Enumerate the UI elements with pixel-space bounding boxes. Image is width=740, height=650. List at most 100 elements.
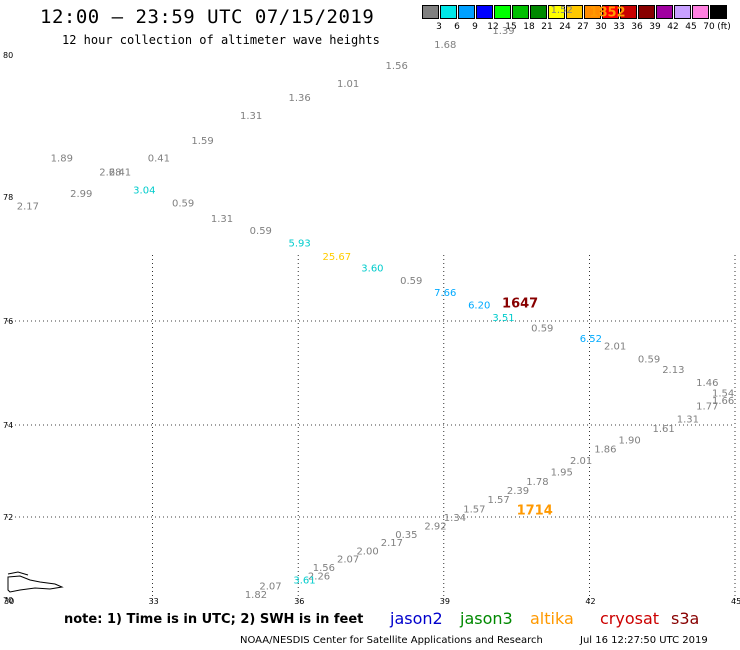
observation-time-label: 1714 (517, 504, 553, 519)
wave-height-label: 1.78 (526, 477, 548, 488)
colorbar-label: 70 (703, 22, 715, 32)
colorbar-label: 15 (505, 22, 517, 32)
wave-height-label: 2.92 (424, 521, 446, 532)
wave-height-label: 1.61 (652, 424, 674, 435)
wave-height-label: 1.56 (386, 61, 408, 72)
colorbar-cell (566, 5, 583, 19)
wave-height-label: 2.26 (308, 571, 330, 582)
longitude-tick-label: 42 (585, 597, 595, 605)
wave-height-label: 1.56 (313, 563, 335, 574)
wave-height-label: 1.59 (191, 136, 213, 147)
wave-height-label: 1.36 (288, 93, 310, 104)
wave-height-label: 0.59 (638, 355, 660, 366)
wave-height-label: 1.86 (594, 445, 616, 456)
colorbar-cell (674, 5, 691, 19)
colorbar-label: 27 (577, 22, 589, 32)
wave-height-label: 1.66 (712, 396, 734, 407)
wave-height-label: 0.59 (531, 323, 553, 334)
wave-height-label: 1.46 (696, 378, 718, 389)
satellite-legend-altika: altika (530, 609, 574, 628)
colorbar-unit: (ft) (717, 22, 731, 32)
wave-height-label: 0.35 (395, 530, 417, 541)
latitude-tick-label: 72 (3, 513, 13, 522)
colorbar-label: 21 (541, 22, 553, 32)
wave-height-label: 1.77 (696, 401, 718, 412)
colorbar-label: 3 (436, 22, 442, 32)
wave-height-label: 0.59 (250, 226, 272, 237)
wave-height-label: 1.39 (492, 26, 514, 37)
colorbar-label: 12 (487, 22, 499, 32)
wave-height-label: 0.59 (400, 276, 422, 287)
latitude-tick-label: 74 (3, 421, 13, 430)
colorbar-cell (548, 5, 565, 19)
note-text: note: 1) Time is in UTC; 2) SWH is in fe… (64, 612, 364, 627)
wave-height-label: 6.20 (468, 301, 490, 312)
wave-height-label: 2.01 (570, 456, 592, 467)
colorbar-cell (620, 5, 637, 19)
wave-height-label: 1.31 (240, 111, 262, 122)
coastline-shape (7, 575, 64, 593)
longitude-tick-label: 36 (294, 597, 304, 605)
wave-height-label: 3.61 (293, 575, 315, 586)
colorbar-cell (710, 5, 727, 19)
colorbar-label: 36 (631, 22, 643, 32)
wave-height-label: 1.82 (245, 590, 267, 601)
latitude-tick-label: 80 (3, 51, 13, 60)
wave-height-label: 1.90 (619, 435, 641, 446)
longitude-tick-label: 30 (4, 597, 14, 605)
colorbar-label: 33 (613, 22, 625, 32)
colorbar-label: 24 (559, 22, 571, 32)
latitude-tick-label: 78 (3, 193, 13, 202)
wave-height-label: 1.34 (444, 513, 466, 524)
colorbar-cell (602, 5, 619, 19)
wave-height-label: 2.07 (259, 582, 281, 593)
wave-height-label: 2.00 (356, 546, 378, 557)
wave-height-label: 3.04 (133, 185, 155, 196)
colorbar-label: 18 (523, 22, 535, 32)
wave-height-label: 6.52 (580, 334, 602, 345)
wave-height-label: 1.54 (712, 388, 734, 399)
page-title: 12:00 — 23:59 UTC 07/15/2019 (40, 6, 375, 28)
wave-height-label: 1.52 (551, 5, 573, 16)
colorbar-cell (656, 5, 673, 19)
wave-height-label: 1.57 (463, 504, 485, 515)
wave-height-label: 1.95 (551, 468, 573, 479)
colorbar-cell (476, 5, 493, 19)
wave-height-label: 2.39 (507, 486, 529, 497)
wave-height-label: 2.13 (662, 365, 684, 376)
map-grid (7, 255, 736, 600)
colorbar-cell (494, 5, 511, 19)
wave-height-label: 1.31 (211, 214, 233, 225)
wave-height-label: 0.77 (609, 0, 631, 2)
observation-points: 2.17 1.89 2.99 2.682.413.04 0.41 0.59 1.59 1.31… (17, 0, 735, 601)
wave-height-label: 2.41 (109, 168, 131, 179)
wave-height-label: 3.60 (361, 263, 383, 274)
footer-timestamp: Jul 16 12:27:50 UTC 2019 (580, 635, 708, 646)
colorbar-label: 42 (667, 22, 679, 32)
wave-height-label: 2.07 (337, 555, 359, 566)
wave-height-label: 1.89 (51, 154, 73, 165)
footer-credit: NOAA/NESDIS Center for Satellite Applica… (240, 635, 543, 646)
satellite-legend-cryosat: cryosat (600, 609, 660, 628)
latitude-tick-label: 70 (3, 596, 13, 605)
wave-height-label: 0.41 (148, 154, 170, 165)
wave-height-label: 2.17 (381, 538, 403, 549)
colorbar-cell (638, 5, 655, 19)
wave-height-label: 2.99 (70, 189, 92, 200)
colorbar-cell (422, 5, 439, 19)
wave-height-label: 2.01 (604, 342, 626, 353)
colorbar-label: 39 (649, 22, 661, 32)
observation-time-label: 1647 (502, 296, 538, 311)
colorbar-label: 30 (595, 22, 607, 32)
colorbar-cell (584, 5, 601, 19)
colorbar-cell (530, 5, 547, 19)
latitude-tick-label: 76 (3, 317, 13, 326)
colorbar-label: 45 (685, 22, 697, 32)
wave-height-label: 5.93 (288, 239, 310, 250)
wave-height-label: 1.01 (337, 79, 359, 90)
wave-height-label: 1.31 (677, 414, 699, 425)
wave-height-label: 7.66 (434, 288, 456, 299)
longitude-tick-label: 39 (440, 597, 450, 605)
satellite-legend-jason3: jason3 (460, 609, 513, 628)
